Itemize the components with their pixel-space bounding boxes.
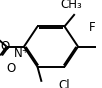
Text: +: +: [21, 46, 28, 55]
Text: Cl: Cl: [58, 79, 70, 88]
Text: F: F: [89, 21, 96, 34]
Text: -: -: [3, 44, 6, 54]
Text: N: N: [13, 47, 22, 60]
Text: O: O: [1, 40, 10, 53]
Text: CH₃: CH₃: [61, 0, 82, 11]
Text: O: O: [7, 62, 16, 75]
